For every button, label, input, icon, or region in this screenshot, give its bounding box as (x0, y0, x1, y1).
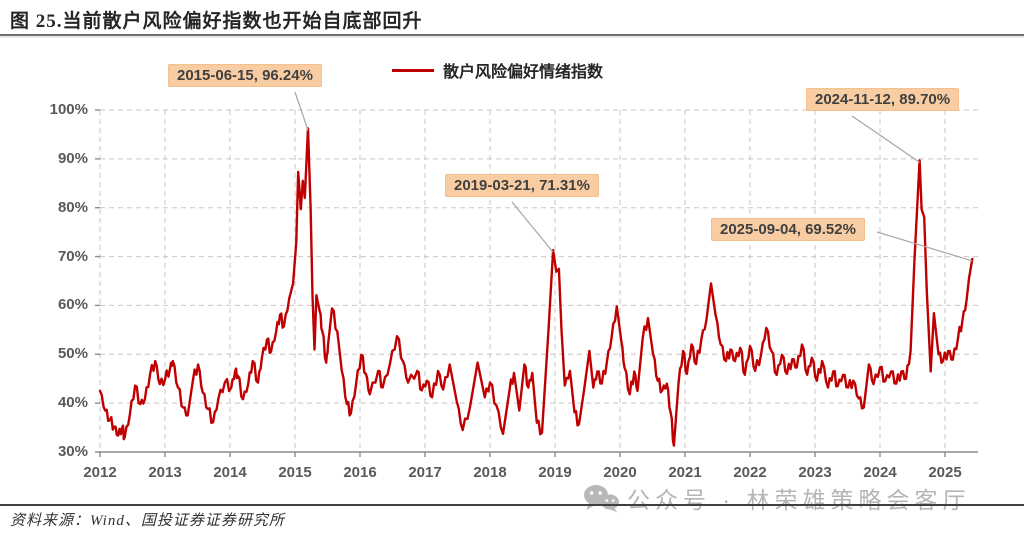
annotation-leader (511, 201, 554, 253)
x-tick-label: 2012 (83, 464, 117, 481)
y-tick-label: 80% (57, 198, 88, 216)
watermark-text: 公众号 · 林荣雄策略会客厅 (627, 487, 971, 513)
x-tick-label: 2020 (603, 464, 637, 481)
watermark: 公众号 · 林荣雄策略会客厅 (583, 481, 970, 515)
annotation-2019-peak: 2019-03-21, 71.31% (445, 174, 599, 197)
x-tick-label: 2017 (408, 464, 442, 481)
annotation-2025-latest: 2025-09-04, 69.52% (711, 218, 865, 241)
y-tick-label: 90% (57, 149, 88, 167)
annotation-leader (851, 115, 920, 163)
x-tick-label: 2016 (343, 464, 377, 481)
x-tick-label: 2022 (733, 464, 767, 481)
y-tick-label: 60% (57, 296, 88, 314)
y-tick-label: 100% (49, 101, 88, 118)
source-note: 资料来源：Wind、国投证券证券研究所 (10, 513, 285, 529)
annotation-2024-peak: 2024-11-12, 89.70% (806, 88, 960, 111)
title-divider (0, 34, 1024, 38)
annotation-2015-peak: 2015-06-15, 96.24% (168, 64, 322, 87)
y-tick-label: 40% (57, 394, 88, 412)
gridlines (99, 109, 978, 452)
figure-title: 图 25.当前散户风险偏好指数也开始自底部回升 (10, 11, 423, 32)
y-tick-label: 70% (57, 247, 88, 265)
legend-label: 散户风险偏好情绪指数 (443, 64, 604, 81)
x-tick-label: 2018 (473, 464, 507, 481)
y-tick-label: 30% (57, 443, 88, 460)
x-tick-label: 2023 (798, 464, 832, 481)
x-tick-label: 2025 (928, 464, 962, 481)
x-tick-label: 2014 (213, 464, 247, 481)
x-tick-label: 2015 (278, 464, 312, 481)
y-tick-label: 50% (57, 345, 88, 363)
annotation-leader (876, 231, 973, 262)
x-tick-label: 2024 (863, 464, 897, 481)
wechat-icon (584, 485, 619, 513)
x-tick-label: 2019 (538, 464, 572, 481)
footer-divider (0, 504, 1024, 506)
legend-line-swatch (392, 68, 434, 72)
series-line (98, 127, 974, 447)
x-tick-label: 2013 (148, 464, 182, 481)
x-tick-label: 2021 (668, 464, 702, 481)
annotation-leader (294, 91, 309, 131)
legend: 散户风险偏好情绪指数 (392, 58, 603, 82)
axes (95, 109, 978, 457)
